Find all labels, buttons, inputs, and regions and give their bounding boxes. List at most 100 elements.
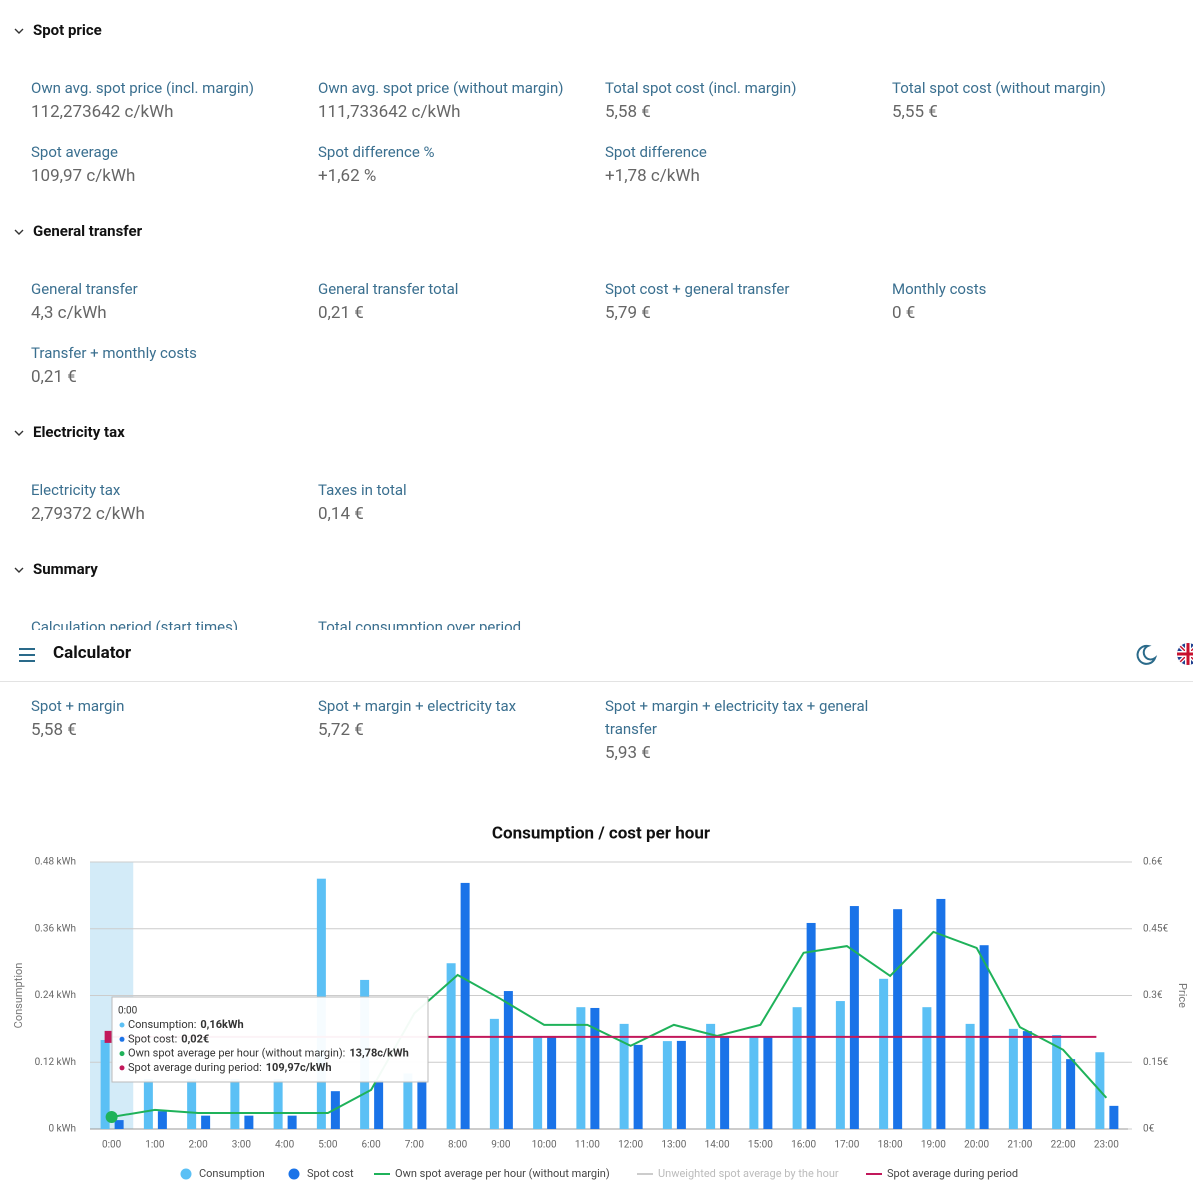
bar: [187, 1078, 197, 1129]
info-item: Spot + margin + electricity tax 5,72 €: [318, 695, 593, 743]
item-value: 112,273642 c/kWh: [31, 101, 174, 122]
legend-item[interactable]: Unweighted spot average by the hour: [637, 1167, 839, 1180]
item-value: 0,14 €: [318, 503, 364, 524]
item-label: Transfer + monthly costs: [31, 343, 197, 362]
line: [111, 930, 1108, 1118]
legend-item[interactable]: Consumption: [180, 1167, 265, 1180]
bar: [633, 1044, 643, 1129]
tooltip-label: Spot average during period:: [128, 1061, 262, 1074]
y2-tick-label: 0€: [1143, 1124, 1155, 1135]
item-value: +1,62 %: [318, 165, 377, 186]
item-label: Total spot cost (incl. margin): [605, 78, 797, 97]
y2-tick-label: 0.45€: [1143, 923, 1168, 934]
bar: [676, 1040, 686, 1129]
bar: [590, 1007, 600, 1129]
menu-icon[interactable]: [16, 643, 40, 667]
legend-item[interactable]: Spot cost: [288, 1167, 355, 1180]
tooltip-bullet: [119, 1022, 125, 1028]
bar: [849, 906, 859, 1129]
item-label: Monthly costs: [892, 279, 987, 298]
x-tick-label: 17:00: [834, 1140, 859, 1151]
item-value: 5,58 €: [31, 719, 77, 740]
bar: [576, 1007, 586, 1129]
bar: [893, 909, 903, 1129]
info-item: Spot difference +1,78 c/kWh: [605, 141, 880, 189]
bar: [1022, 1031, 1032, 1129]
x-tick-label: 19:00: [921, 1140, 946, 1151]
bar: [706, 1023, 716, 1129]
tooltip-title: 0:00: [118, 1006, 138, 1017]
info-item: Total spot cost (without margin) 5,55 €: [892, 77, 1167, 125]
section-title: General transfer: [33, 222, 143, 240]
language-flag[interactable]: [1176, 642, 1193, 668]
tooltip-box: [111, 996, 429, 1083]
item-value: 111,733642 c/kWh: [318, 101, 461, 122]
hover-marker: [104, 1030, 113, 1043]
tooltip-line: Spot average during period: 109,97c/kWh: [128, 1061, 332, 1074]
x-tick-label: 21:00: [1007, 1140, 1032, 1151]
item-value: 109,97 c/kWh: [31, 165, 136, 186]
bar: [806, 922, 816, 1129]
x-tick-label: 20:00: [964, 1140, 989, 1151]
bar: [403, 1073, 413, 1129]
bar: [446, 963, 456, 1129]
chart-title: Consumption / cost per hour: [492, 823, 711, 843]
bar: [763, 1035, 773, 1129]
item-value: 0,21 €: [31, 366, 77, 387]
legend-item[interactable]: Own spot average per hour (without margi…: [374, 1167, 610, 1180]
x-tick-label: 16:00: [791, 1140, 816, 1151]
bar: [965, 1023, 975, 1129]
item-value: 5,79 €: [605, 302, 651, 323]
collapse-icon[interactable]: [14, 566, 26, 576]
x-tick-label: 22:00: [1051, 1140, 1076, 1151]
dark-mode-icon[interactable]: [1134, 643, 1158, 667]
bar: [201, 1115, 211, 1129]
bar: [100, 1040, 110, 1129]
collapse-icon[interactable]: [14, 429, 26, 439]
info-item: Electricity tax 2,79372 c/kWh: [31, 479, 306, 527]
bar: [533, 1036, 543, 1129]
item-label: Own avg. spot price (incl. margin): [31, 78, 255, 97]
item-label: Spot difference: [605, 142, 707, 161]
item-label: Spot + margin: [31, 696, 125, 715]
legend-label: Spot average during period: [887, 1167, 1018, 1180]
legend-item[interactable]: Spot average during period: [866, 1167, 1018, 1180]
item-label: Own avg. spot price (without margin): [318, 78, 564, 97]
y2-tick-label: 0.3€: [1143, 990, 1163, 1001]
item-label: Total spot cost (without margin): [892, 78, 1106, 97]
tooltip-value: 13,78c/kWh: [349, 1047, 408, 1060]
bar: [503, 991, 513, 1129]
legend-label: Consumption: [199, 1167, 265, 1180]
collapse-icon[interactable]: [14, 27, 26, 37]
top-bar: Calculator: [0, 630, 1193, 682]
bar: [619, 1023, 629, 1129]
x-tick-label: 12:00: [618, 1140, 643, 1151]
y2-tick-label: 0.15€: [1143, 1057, 1168, 1068]
tooltip-line: Spot cost: 0,02€: [128, 1032, 209, 1045]
page-title: Calculator: [53, 643, 132, 663]
x-tick-label: 18:00: [878, 1140, 903, 1151]
bar: [114, 1120, 124, 1129]
info-item: Spot + margin 5,58 €: [31, 695, 306, 743]
bar: [273, 1078, 283, 1129]
legend-label: Own spot average per hour (without margi…: [395, 1167, 610, 1180]
bar: [374, 1080, 384, 1129]
hover-marker: [105, 1110, 118, 1123]
collapse-icon[interactable]: [14, 228, 26, 238]
y2-tick-label: 0.6€: [1143, 857, 1163, 868]
section-title: Electricity tax: [33, 423, 125, 441]
info-item: Spot cost + general transfer 5,79 €: [605, 278, 880, 326]
item-value: 5,55 €: [892, 101, 938, 122]
info-item: Own avg. spot price (incl. margin) 112,27…: [31, 77, 306, 125]
bar: [936, 898, 946, 1129]
bar: [749, 1036, 759, 1129]
x-tick-label: 7:00: [405, 1140, 425, 1151]
x-tick-label: 1:00: [145, 1140, 165, 1151]
x-tick-label: 10:00: [532, 1140, 557, 1151]
tooltip-label: Consumption:: [128, 1018, 196, 1031]
y2-axis-title: Price: [1176, 983, 1189, 1008]
section-title: Spot price: [33, 21, 102, 39]
info-item: General transfer 4,3 c/kWh: [31, 278, 306, 326]
